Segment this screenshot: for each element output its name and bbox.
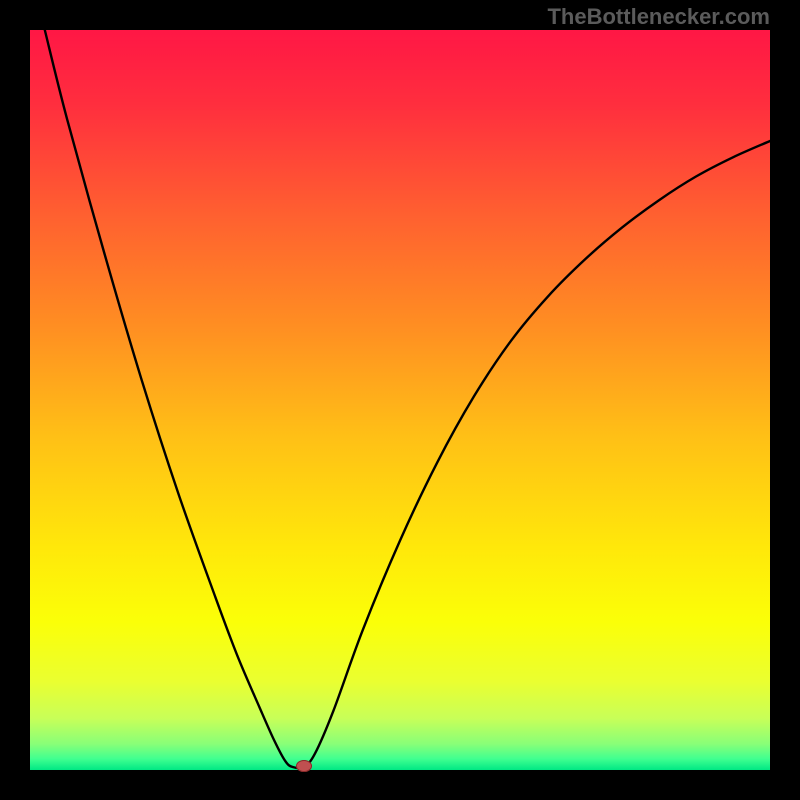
watermark-text: TheBottlenecker.com <box>547 4 770 30</box>
bottleneck-curve <box>0 0 800 800</box>
curve-path <box>45 30 770 768</box>
chart-frame: TheBottlenecker.com <box>0 0 800 800</box>
